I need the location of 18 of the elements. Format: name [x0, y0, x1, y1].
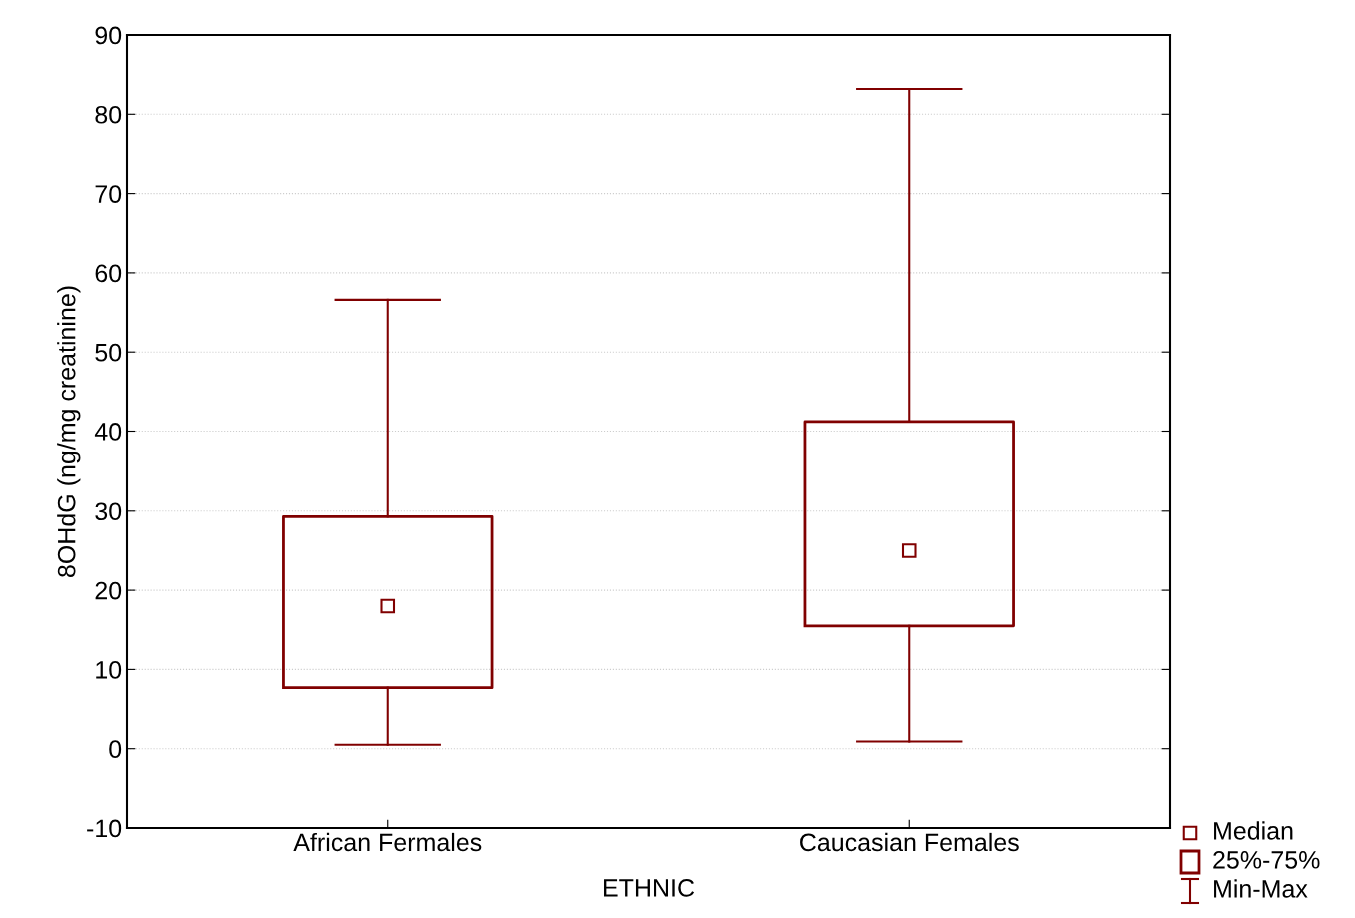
- y-axis-title: 8OHdG (ng/mg creatinine): [57, 286, 81, 577]
- y-tick-label: 70: [95, 185, 122, 203]
- y-tick-label: 20: [95, 581, 122, 600]
- text: Min-Max: [1214, 879, 1308, 898]
- x-axis-title: ETHNIC: [604, 879, 695, 897]
- y-tick-label: 50: [95, 343, 122, 362]
- y-tick-label: 60: [95, 264, 122, 283]
- text: Median: [1214, 821, 1293, 840]
- y-tick-label: 40: [94, 423, 122, 441]
- x-tick-label: African Fermales: [293, 832, 482, 852]
- y-tick-label: -10: [87, 819, 122, 838]
- y-tick-label: 0: [109, 740, 122, 758]
- x-tick-label: Caucasian Females: [800, 832, 1019, 852]
- y-tick-label: 30: [95, 502, 122, 521]
- y-tick-label: 90: [95, 26, 122, 45]
- y-tick-label: 10: [96, 661, 122, 679]
- text: 25%-75%: [1213, 851, 1320, 869]
- y-tick-label: 80: [95, 105, 122, 124]
